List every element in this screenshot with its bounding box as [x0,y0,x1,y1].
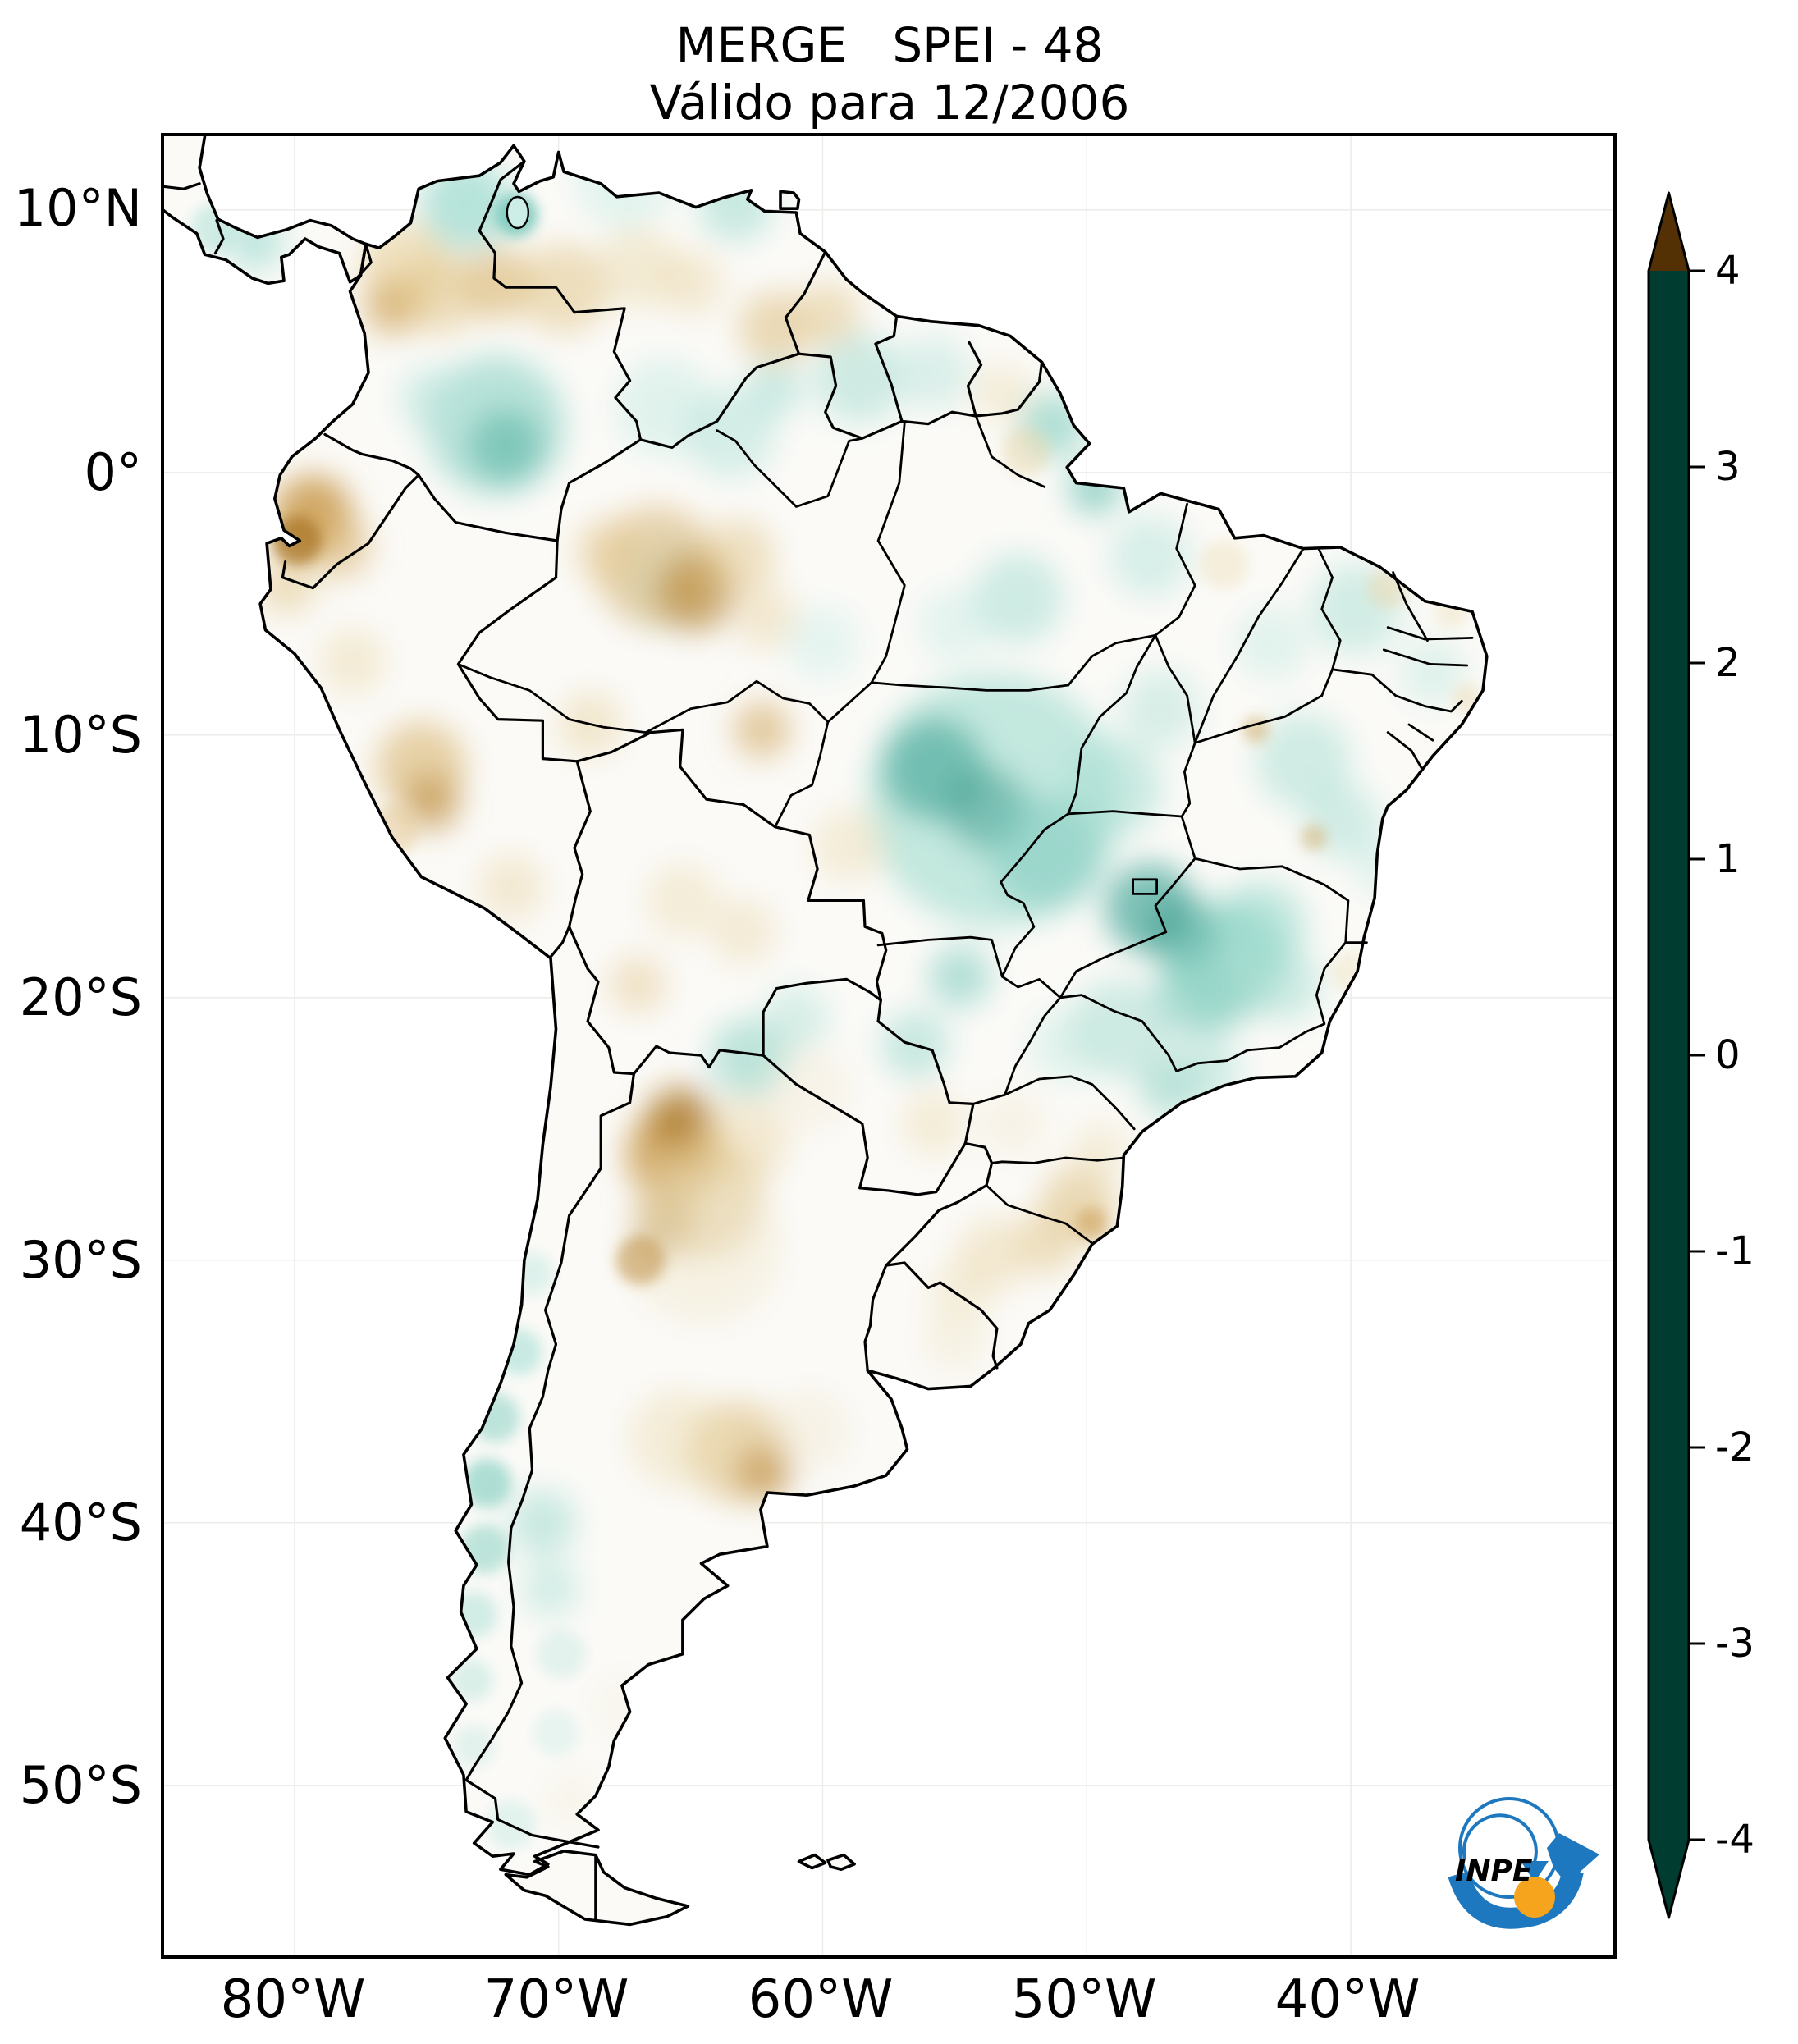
chart-subtitle: Válido para 12/2006 [649,75,1130,130]
logo-inner-swirl-icon [1462,1813,1538,1865]
lat-tick-label-10n: 10°N [13,178,142,239]
chart-title-block: MERGE SPEI - 48 Válido para 12/2006 [162,16,1617,131]
spei-raster-field [226,129,1466,1827]
colorbar-tick-label-m2: -2 [1715,1424,1755,1470]
lon-tick-label-70w: 70°W [483,1969,629,2030]
coastline-strokes [162,135,1489,1927]
map-frame [161,133,1617,1959]
lat-tick-label-30s: 30°S [19,1230,142,1291]
inpe-logo: INPE [1448,1797,1599,1929]
chart-title: MERGE SPEI - 48 [675,17,1104,73]
country-borders [162,160,1044,1921]
logo-orange-dot-icon [1514,1877,1555,1918]
lon-tick-label-80w: 80°W [220,1969,366,2030]
lat-tick-label-20s: 20°S [19,967,142,1028]
lat-tick-label-40s: 40°S [19,1493,142,1553]
logo-down-arrow-icon [1521,1861,1549,1882]
colorbar-tick-label-m4: -4 [1715,1817,1755,1863]
lon-tick-label-40w: 40°W [1274,1969,1421,2030]
colorbar-tick-label-m3: -3 [1715,1621,1755,1667]
logo-text: INPE [1455,1854,1533,1888]
lon-tick-label-50w: 50°W [1011,1969,1157,2030]
lat-tick-label-0: 0° [84,442,142,503]
colorbar [1647,191,1705,1919]
lake-maracaibo [506,195,530,230]
colorbar-tick-label-1: 1 [1715,836,1741,882]
colorbar-tick-label-3: 3 [1715,444,1741,490]
lat-tick-label-10s: 10°S [19,705,142,766]
lat-tick-label-50s: 50°S [19,1755,142,1816]
colorbar-tick-label-m1: -1 [1715,1228,1755,1274]
colorbar-tick-label-0: 0 [1715,1032,1741,1078]
lon-tick-label-60w: 60°W [748,1969,894,2030]
colorbar-tick-label-4: 4 [1715,248,1741,294]
logo-up-arrow-icon [1547,1833,1599,1884]
colorbar-tick-label-2: 2 [1715,640,1741,686]
brazil-state-borders [457,414,1474,1245]
